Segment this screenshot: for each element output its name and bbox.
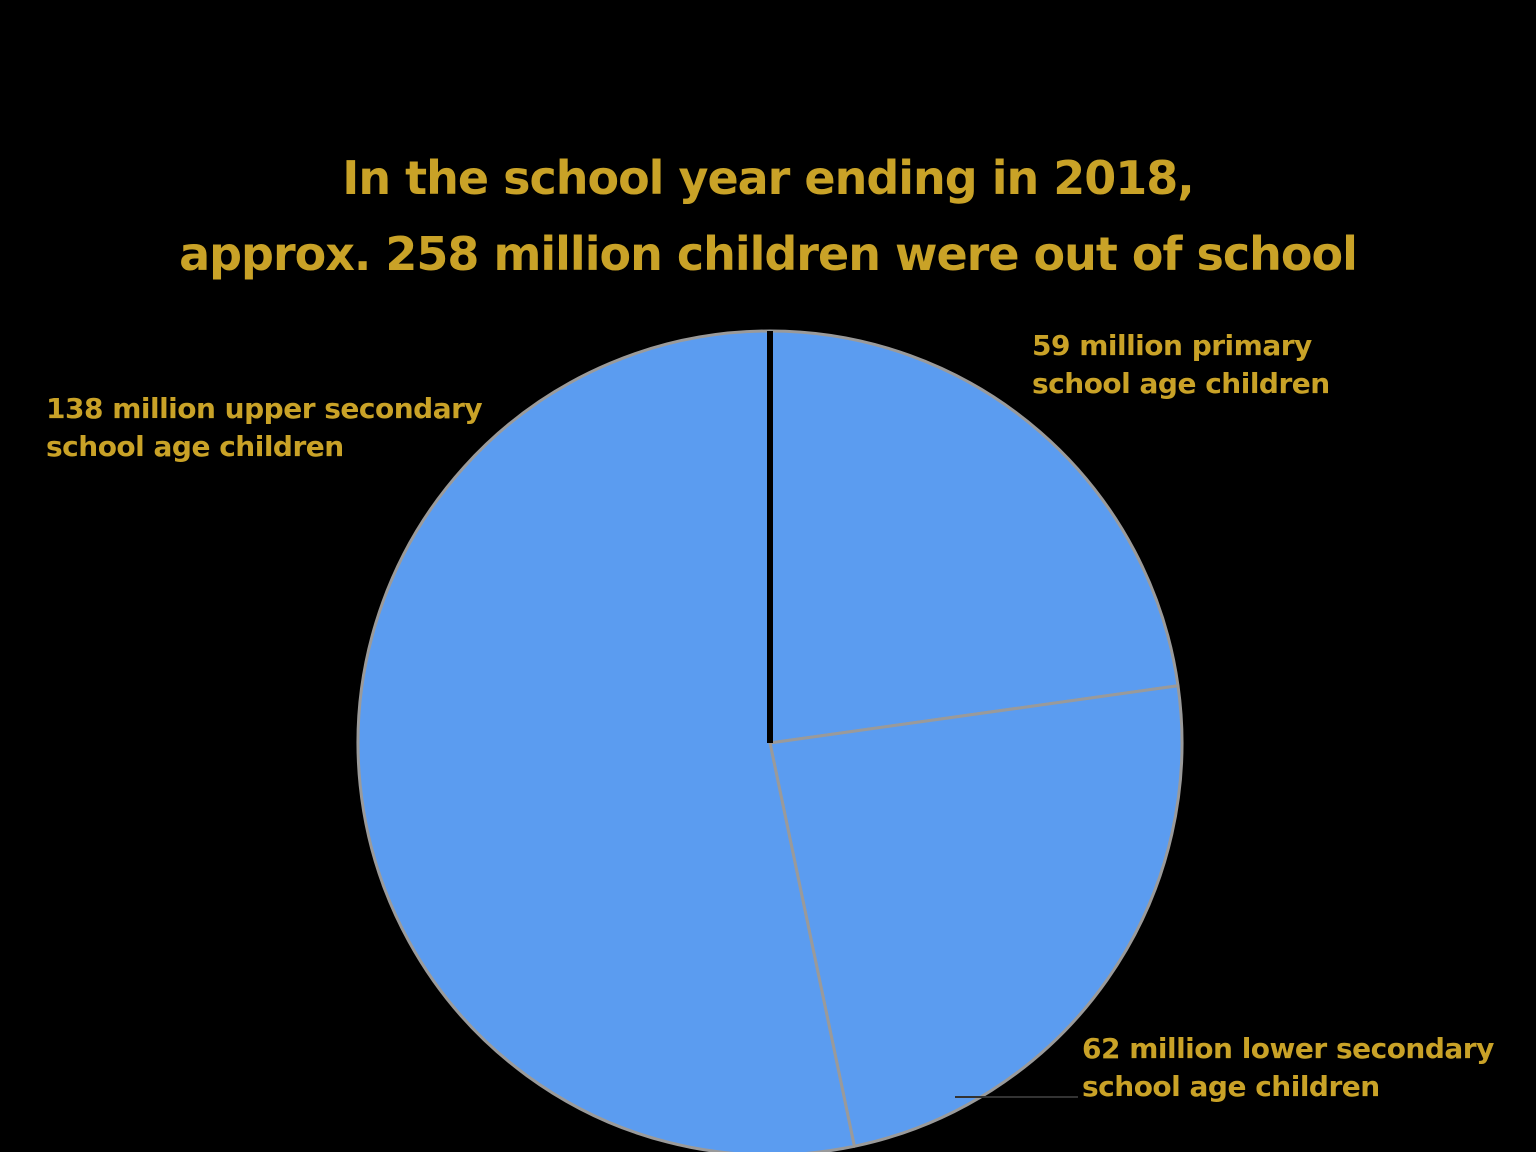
- slice-label-primary: 59 million primary school age children: [1032, 327, 1330, 403]
- chart-title-line-1: In the school year ending in 2018,: [342, 151, 1195, 205]
- slice-label-upper-secondary: 138 million upper secondary school age c…: [46, 390, 483, 466]
- slice-label-upper-secondary-line-2: school age children: [46, 430, 344, 463]
- slice-label-lower-secondary: 62 million lower secondary school age ch…: [1082, 1030, 1494, 1106]
- pie-slice-upper-secondary: [356, 329, 856, 1152]
- slice-label-lower-secondary-line-1: 62 million lower secondary: [1082, 1032, 1494, 1065]
- slice-label-primary-line-2: school age children: [1032, 367, 1330, 400]
- slice-label-lower-secondary-line-2: school age children: [1082, 1070, 1380, 1103]
- chart-title-line-2: approx. 258 million children were out of…: [179, 227, 1358, 281]
- pie-slices: [356, 329, 1184, 1152]
- pie-slice-lower-secondary: [768, 684, 1184, 1148]
- slice-label-upper-secondary-line-1: 138 million upper secondary: [46, 392, 483, 425]
- pie-slice-primary: [768, 329, 1180, 745]
- slice-label-primary-line-1: 59 million primary: [1032, 329, 1312, 362]
- chart-title: In the school year ending in 2018, appro…: [0, 140, 1536, 292]
